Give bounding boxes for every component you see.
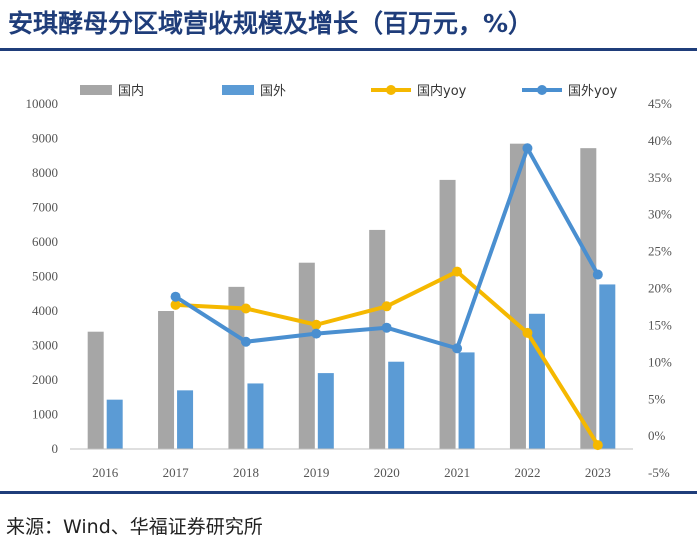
legend-domestic-swatch <box>80 85 112 95</box>
line-series-group <box>170 143 603 451</box>
y-right-tick-label: 40% <box>648 133 672 148</box>
y-left-tick-label: 10000 <box>26 96 59 111</box>
legend-overseas-yoy-label: 国外yoy <box>568 84 618 99</box>
footer-rule <box>0 491 697 494</box>
legend-overseas-swatch <box>222 85 254 95</box>
y-right-tick-label: 15% <box>648 317 672 332</box>
y-left-tick-label: 8000 <box>32 165 58 180</box>
y-right-tick-label: 35% <box>648 170 672 185</box>
bar-overseas <box>528 313 545 449</box>
legend-overseas-label: 国外 <box>260 84 286 99</box>
y-left-tick-label: 2000 <box>32 372 58 387</box>
overseas-yoy-point <box>240 336 251 347</box>
x-tick-label: 2018 <box>233 465 259 480</box>
x-tick-label: 2017 <box>163 465 190 480</box>
x-tick-label: 2023 <box>585 465 611 480</box>
bar-overseas <box>106 399 123 449</box>
bar-overseas <box>388 361 405 449</box>
bar-domestic <box>509 143 526 450</box>
y-left-tick-label: 7000 <box>32 200 58 215</box>
y-axis-right: -5% 0% 5% 10% 15% 20% 25% 30% 35% 40% 45% <box>648 96 672 480</box>
y-right-tick-label: -5% <box>648 465 670 480</box>
x-tick-label: 2019 <box>303 465 329 480</box>
domestic-yoy-point <box>592 440 603 451</box>
bar-domestic <box>580 148 597 449</box>
y-right-tick-label: 0% <box>648 428 666 443</box>
bar-domestic <box>87 331 104 449</box>
title-underline <box>0 48 697 51</box>
y-left-tick-label: 4000 <box>32 303 58 318</box>
overseas-yoy-point <box>452 343 463 354</box>
bar-domestic <box>298 262 315 449</box>
y-axis-left: 0 1000 2000 3000 4000 5000 6000 7000 8000 9000 100… <box>26 96 59 456</box>
y-left-tick-label: 9000 <box>32 131 58 146</box>
legend-overseas-yoy-swatch-marker <box>537 85 547 95</box>
x-axis: 2016 2017 2018 2019 2020 2021 2022 2023 <box>92 465 611 480</box>
overseas-yoy-point <box>311 328 322 339</box>
domestic-yoy-point <box>170 299 181 310</box>
chart-legend: 国内 国外 国内yoy 国外yoy <box>80 83 618 99</box>
bar-domestic <box>228 286 245 449</box>
overseas-yoy-point <box>381 322 392 333</box>
x-tick-label: 2016 <box>92 465 119 480</box>
bar-overseas <box>458 352 475 449</box>
domestic-yoy-point <box>452 266 463 277</box>
y-left-tick-label: 6000 <box>32 234 58 249</box>
y-right-tick-label: 20% <box>648 281 672 296</box>
overseas-yoy-point <box>170 291 181 302</box>
y-right-tick-label: 25% <box>648 244 672 259</box>
y-right-tick-label: 45% <box>648 96 672 111</box>
bar-domestic <box>439 179 456 449</box>
y-left-tick-label: 5000 <box>32 269 58 284</box>
overseas-yoy-point <box>592 269 603 280</box>
bar-domestic <box>369 229 386 449</box>
y-right-tick-label: 5% <box>648 391 666 406</box>
domestic-yoy-point <box>240 303 251 314</box>
bar-overseas <box>177 390 194 449</box>
bar-overseas <box>599 284 616 449</box>
domestic-yoy-point <box>522 327 533 338</box>
legend-domestic-yoy-swatch-marker <box>386 85 396 95</box>
y-left-tick-label: 0 <box>52 441 59 456</box>
legend-domestic-yoy-label: 国内yoy <box>417 83 467 99</box>
y-right-tick-label: 10% <box>648 354 672 369</box>
source-note: 来源：Wind、华福证券研究所 <box>6 516 263 538</box>
bar-series-group <box>87 143 616 450</box>
x-tick-label: 2020 <box>374 465 400 480</box>
y-right-tick-label: 30% <box>648 207 672 222</box>
overseas-yoy-point <box>522 143 533 154</box>
x-tick-label: 2021 <box>444 465 470 480</box>
legend-domestic-label: 国内 <box>118 83 144 99</box>
bar-overseas <box>247 383 264 449</box>
chart-title: 安琪酵母分区域营收规模及增长（百万元，%） <box>8 9 534 38</box>
bar-overseas <box>317 373 334 449</box>
x-tick-label: 2022 <box>514 465 540 480</box>
domestic-yoy-point <box>311 319 322 330</box>
y-left-tick-label: 3000 <box>32 338 58 353</box>
bar-domestic <box>158 311 175 449</box>
y-left-tick-label: 1000 <box>32 407 58 422</box>
domestic-yoy-point <box>381 301 392 312</box>
